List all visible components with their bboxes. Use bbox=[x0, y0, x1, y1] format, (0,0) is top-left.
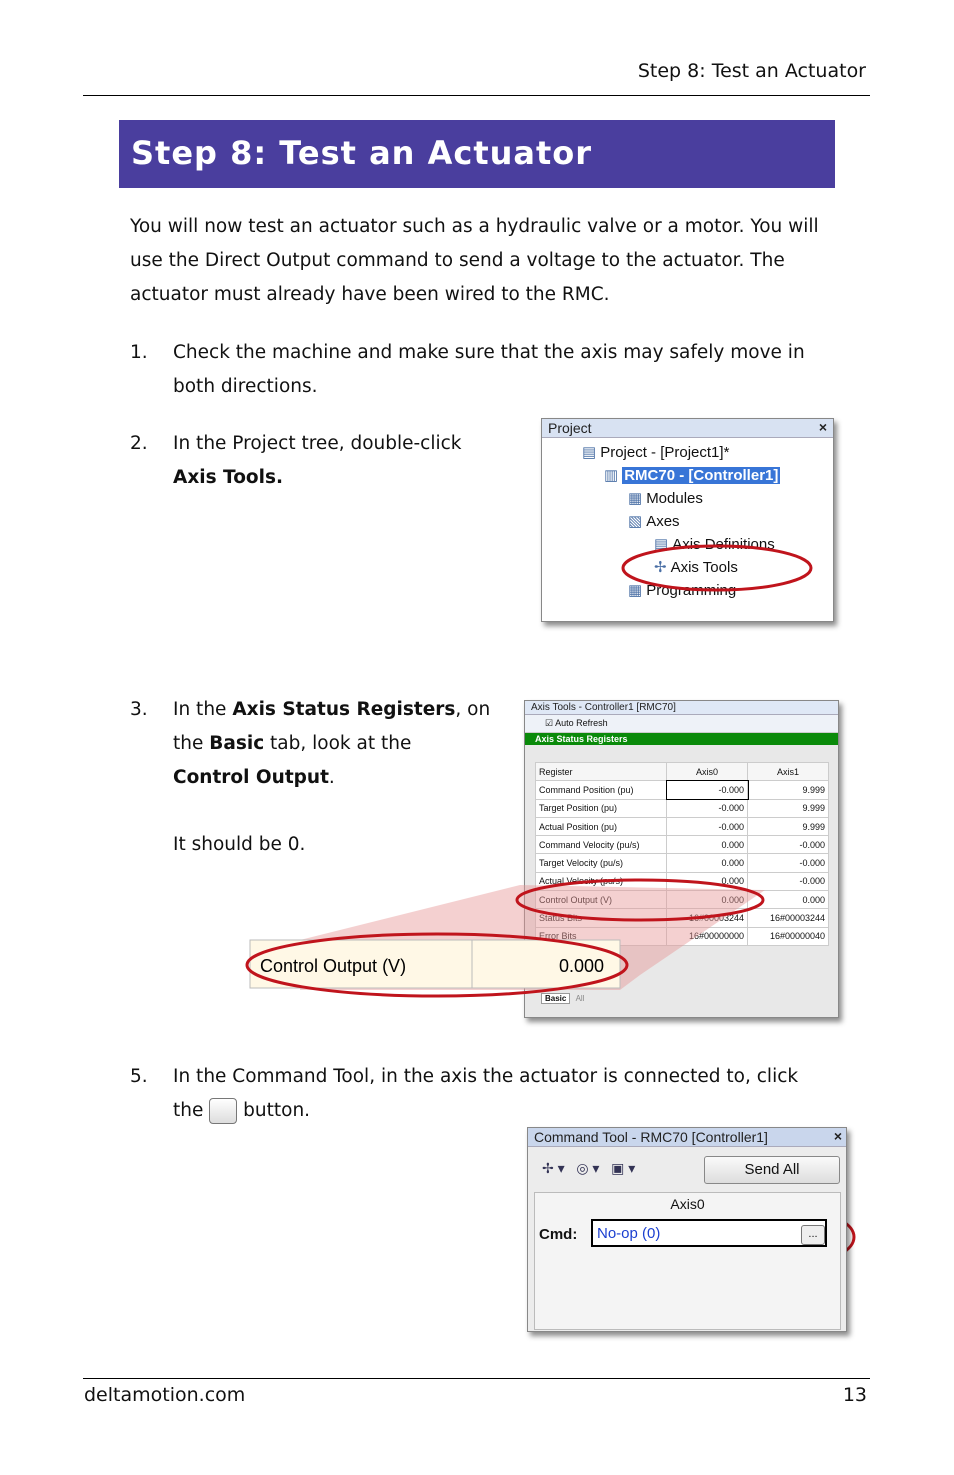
tree-item[interactable]: ▥ RMC70 - [Controller1] bbox=[604, 466, 781, 484]
cmd-label: Cmd: bbox=[539, 1226, 578, 1243]
tree-icon: ▥ bbox=[604, 467, 619, 484]
register-row: Command Velocity (pu/s) 0.000 -0.000 bbox=[535, 835, 829, 855]
ellipsis-icon bbox=[209, 1098, 238, 1124]
tree-item[interactable]: ▦ Modules bbox=[628, 489, 703, 507]
text: In the Project tree, double-click bbox=[173, 433, 462, 454]
bold-text: Axis Tools. bbox=[173, 467, 284, 488]
step-text: In the Project tree, double-click Axis T… bbox=[173, 427, 503, 495]
tree-icon: ▧ bbox=[628, 513, 643, 530]
register-row: Target Velocity (pu/s) 0.000 -0.000 bbox=[535, 853, 829, 873]
tree-icon: ▤ bbox=[582, 444, 597, 461]
zoom-value: 0.000 bbox=[559, 956, 604, 976]
close-button[interactable]: × bbox=[833, 1128, 842, 1144]
text: button. bbox=[243, 1100, 311, 1121]
tree-label: Axis Tools bbox=[670, 559, 738, 576]
register-row: Target Position (pu) -0.000 9.999 bbox=[535, 798, 829, 818]
window-title: Axis Tools - Controller1 [RMC70] bbox=[525, 701, 838, 715]
axis-label: Axis0 bbox=[670, 1196, 705, 1212]
intro: You will now test an actuator such as a … bbox=[130, 216, 819, 305]
page-number: 13 bbox=[842, 1384, 867, 1406]
cmd-field[interactable]: No-op (0) bbox=[591, 1219, 827, 1247]
panel-header: Axis Status Registers bbox=[525, 733, 838, 745]
tree-label: Axes bbox=[646, 513, 680, 530]
column-header: Register bbox=[535, 761, 667, 782]
zoom-label: Control Output (V) bbox=[260, 956, 406, 976]
bold-text: Basic bbox=[209, 733, 265, 754]
axis-panel: Axis0 Cmd: No-op (0) ... bbox=[534, 1192, 841, 1330]
send-all-button[interactable]: Send All bbox=[704, 1156, 840, 1184]
highlight-ellipse bbox=[245, 932, 629, 998]
step-text: In the Axis Status Registers, on the Bas… bbox=[173, 693, 493, 795]
text: , on the bbox=[173, 699, 491, 754]
tree-icon: ✢ bbox=[654, 559, 667, 576]
heading: Step 8: Test an Actuator bbox=[119, 120, 835, 188]
window-title: Project × bbox=[542, 419, 833, 438]
step-number: 2. bbox=[130, 433, 148, 454]
tree-item[interactable]: ▧ Axes bbox=[628, 512, 680, 530]
text: . bbox=[328, 767, 335, 788]
toolbar: ☑ Auto Refresh bbox=[525, 715, 838, 733]
header-rule bbox=[83, 95, 870, 96]
bold-text: Axis Status Registers bbox=[232, 699, 456, 720]
footer-site: deltamotion.com bbox=[84, 1384, 246, 1406]
tree-item[interactable]: ✢ Axis Tools bbox=[654, 558, 738, 576]
title: Command Tool - RMC70 [Controller1] bbox=[534, 1129, 768, 1145]
text: Check the machine and make sure that the… bbox=[173, 342, 805, 397]
highlight-ellipse bbox=[621, 544, 813, 592]
step-number: 5. bbox=[130, 1066, 148, 1087]
tree-item[interactable]: ▤ Project - [Project1]* bbox=[582, 443, 729, 461]
bold-text: Control Output bbox=[173, 767, 329, 788]
zoom-box bbox=[249, 939, 621, 989]
step-number: 1. bbox=[130, 342, 148, 363]
tab[interactable]: All bbox=[575, 994, 585, 1003]
window-title: Command Tool - RMC70 [Controller1] × bbox=[528, 1128, 846, 1147]
register-table: Register Axis0 Axis1 Command Position (pu) -… bbox=[535, 761, 829, 946]
highlight-ellipse bbox=[515, 878, 765, 922]
cell: 16#00000040 bbox=[747, 926, 829, 946]
step-number: 3. bbox=[130, 699, 148, 720]
running-title: Step 8: Test an Actuator bbox=[637, 60, 866, 82]
text: In the Command Tool, in the axis the act… bbox=[173, 1066, 799, 1121]
tabs: Basic All bbox=[541, 993, 587, 1004]
tree-icon: ▦ bbox=[628, 490, 643, 507]
register-row: Control Output (V)0.0000.000 bbox=[535, 890, 829, 910]
tree-label: RMC70 - [Controller1] bbox=[622, 467, 781, 484]
header-row: Register Axis0 Axis1 bbox=[535, 761, 829, 782]
step-text: In the Command Tool, in the axis the act… bbox=[173, 1060, 813, 1128]
text: tab, look at the bbox=[264, 733, 412, 754]
tree-label: Modules bbox=[646, 490, 703, 507]
tab[interactable]: Basic bbox=[541, 993, 571, 1004]
register-row: Actual Position (pu) -0.000 9.999 bbox=[535, 816, 829, 837]
ellipsis-button[interactable]: ... bbox=[801, 1225, 825, 1245]
tree-icon: ▦ bbox=[628, 582, 643, 599]
checkbox-label[interactable]: Auto Refresh bbox=[555, 718, 608, 728]
toolbar-icons: ✢ ▾ ◎ ▾ ▣ ▾ bbox=[542, 1160, 636, 1176]
title: Project bbox=[548, 420, 592, 436]
command-window: Command Tool - RMC70 [Controller1] × Send… bbox=[527, 1127, 847, 1332]
text: In the bbox=[173, 699, 233, 720]
close-button[interactable]: × bbox=[818, 419, 827, 435]
tree-label: Project - [Project1]* bbox=[600, 444, 730, 461]
step-text: Check the machine and make sure that the… bbox=[173, 336, 823, 404]
footer-rule bbox=[83, 1378, 870, 1379]
step-note: It should be 0. bbox=[173, 834, 306, 855]
